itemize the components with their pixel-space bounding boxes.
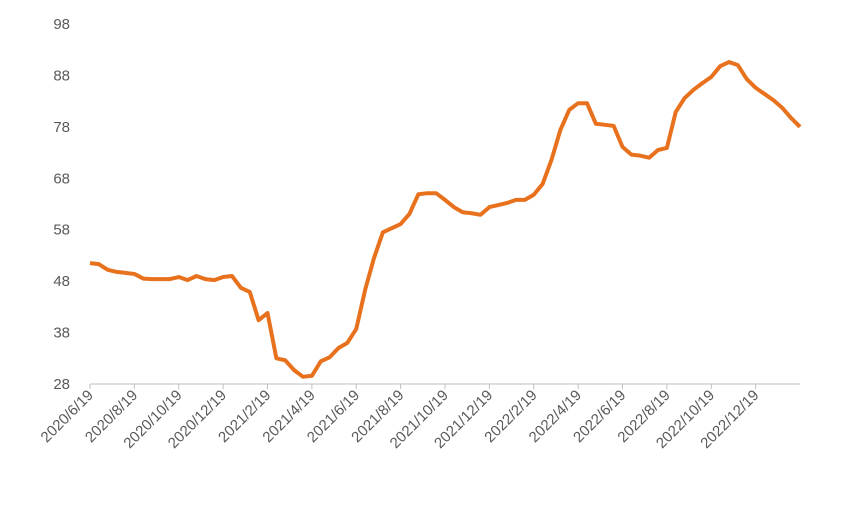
y-tick-label: 38 <box>53 325 70 342</box>
y-tick-label: 58 <box>53 222 70 239</box>
y-tick-label: 68 <box>53 170 70 187</box>
y-tick-label: 28 <box>53 376 70 393</box>
y-tick-label: 88 <box>53 67 70 84</box>
line-series <box>89 60 802 379</box>
y-tick-label: 48 <box>53 273 70 290</box>
y-tick-label: 78 <box>53 119 70 136</box>
y-tick-label: 98 <box>53 16 70 33</box>
